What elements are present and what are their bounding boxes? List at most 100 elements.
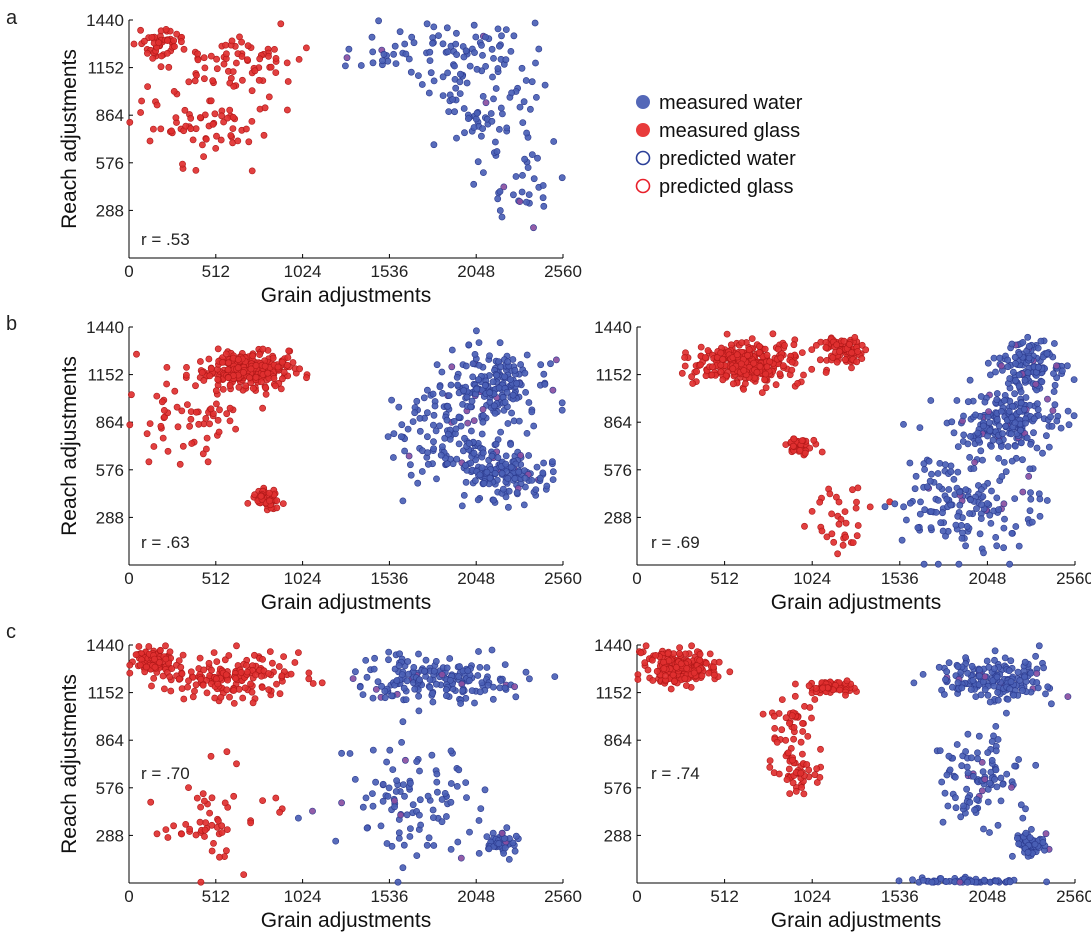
data-point xyxy=(681,675,689,682)
data-point xyxy=(199,790,207,798)
data-point xyxy=(1010,691,1017,699)
data-point xyxy=(937,875,945,882)
y-tick-label: 576 xyxy=(96,779,124,798)
data-point xyxy=(143,430,151,438)
data-point xyxy=(189,693,197,701)
data-point xyxy=(1022,419,1029,427)
data-point xyxy=(927,508,935,515)
data-point xyxy=(783,776,791,783)
legend-label-measured-water: measured water xyxy=(659,92,803,114)
data-point xyxy=(1064,693,1072,700)
data-point xyxy=(220,60,228,68)
data-point xyxy=(536,474,544,482)
data-point xyxy=(939,509,946,517)
x-tick-label: 1024 xyxy=(284,569,322,588)
data-point xyxy=(1000,544,1007,552)
data-point xyxy=(508,409,515,417)
data-point xyxy=(193,794,201,802)
data-point xyxy=(186,422,193,430)
data-point xyxy=(227,132,235,139)
data-point xyxy=(482,63,489,70)
data-point xyxy=(688,373,695,381)
data-point xyxy=(729,365,737,373)
data-point xyxy=(939,527,947,535)
data-point xyxy=(191,77,199,85)
data-point xyxy=(208,794,216,802)
data-point xyxy=(150,675,158,682)
data-point xyxy=(507,441,514,448)
data-point xyxy=(960,802,967,810)
data-point xyxy=(218,829,226,836)
data-point xyxy=(771,725,779,732)
data-point xyxy=(769,330,777,338)
legend-marker-predicted-glass xyxy=(635,178,651,194)
data-point xyxy=(496,207,504,214)
data-point xyxy=(433,361,441,369)
data-point xyxy=(379,780,387,788)
data-point xyxy=(958,535,966,542)
data-point xyxy=(1002,468,1010,475)
data-point xyxy=(948,418,956,426)
data-point xyxy=(1036,512,1044,520)
data-point xyxy=(938,778,946,786)
data-point xyxy=(1006,375,1014,382)
data-point xyxy=(170,88,178,95)
data-point xyxy=(239,694,247,702)
data-point xyxy=(283,361,291,369)
data-point xyxy=(247,680,254,688)
data-point xyxy=(457,700,464,707)
data-point xyxy=(498,110,506,118)
data-point xyxy=(186,825,193,833)
data-point xyxy=(983,657,991,665)
y-tick-label: 288 xyxy=(96,201,124,220)
data-point xyxy=(511,475,519,482)
data-point xyxy=(715,658,723,666)
scatter-panel-b-right: 0 512 1024 1536 2048 2560 288 576 864 1152 1440 Gra… xyxy=(594,318,1091,614)
data-point xyxy=(800,371,807,379)
data-point xyxy=(461,129,468,137)
data-point xyxy=(241,684,249,692)
data-point xyxy=(211,694,219,702)
data-point xyxy=(993,415,1001,423)
data-point xyxy=(841,356,849,364)
data-point xyxy=(275,663,283,670)
y-tick-label: 864 xyxy=(96,106,124,125)
data-point xyxy=(971,458,978,466)
data-point xyxy=(232,425,239,433)
data-point xyxy=(199,450,207,458)
data-point xyxy=(1048,700,1055,708)
data-point xyxy=(1008,414,1016,422)
data-point xyxy=(230,700,238,707)
x-tick-label: 1536 xyxy=(881,887,919,906)
data-point xyxy=(185,784,192,791)
data-point xyxy=(460,53,468,61)
data-point xyxy=(497,428,504,436)
data-point xyxy=(524,164,532,171)
data-point xyxy=(494,25,502,33)
data-point xyxy=(142,663,150,671)
data-point xyxy=(1050,388,1058,395)
data-point xyxy=(251,491,259,499)
data-point xyxy=(976,672,983,680)
data-point xyxy=(192,408,200,416)
data-point xyxy=(511,683,518,691)
data-point xyxy=(472,327,480,335)
data-point xyxy=(470,21,478,29)
data-point xyxy=(461,434,468,442)
data-point xyxy=(498,829,506,837)
data-point xyxy=(369,48,377,56)
y-tick-label: 1440 xyxy=(594,636,632,655)
data-point xyxy=(530,175,538,183)
data-point xyxy=(388,396,395,404)
data-point xyxy=(450,417,458,425)
data-point xyxy=(900,503,907,511)
data-point xyxy=(206,372,214,380)
data-point xyxy=(451,62,458,70)
data-point xyxy=(942,676,949,684)
data-point xyxy=(126,661,134,669)
data-point xyxy=(719,376,727,384)
data-point xyxy=(1033,444,1041,452)
data-point xyxy=(676,650,683,657)
data-point xyxy=(472,115,480,123)
data-point xyxy=(200,75,208,83)
